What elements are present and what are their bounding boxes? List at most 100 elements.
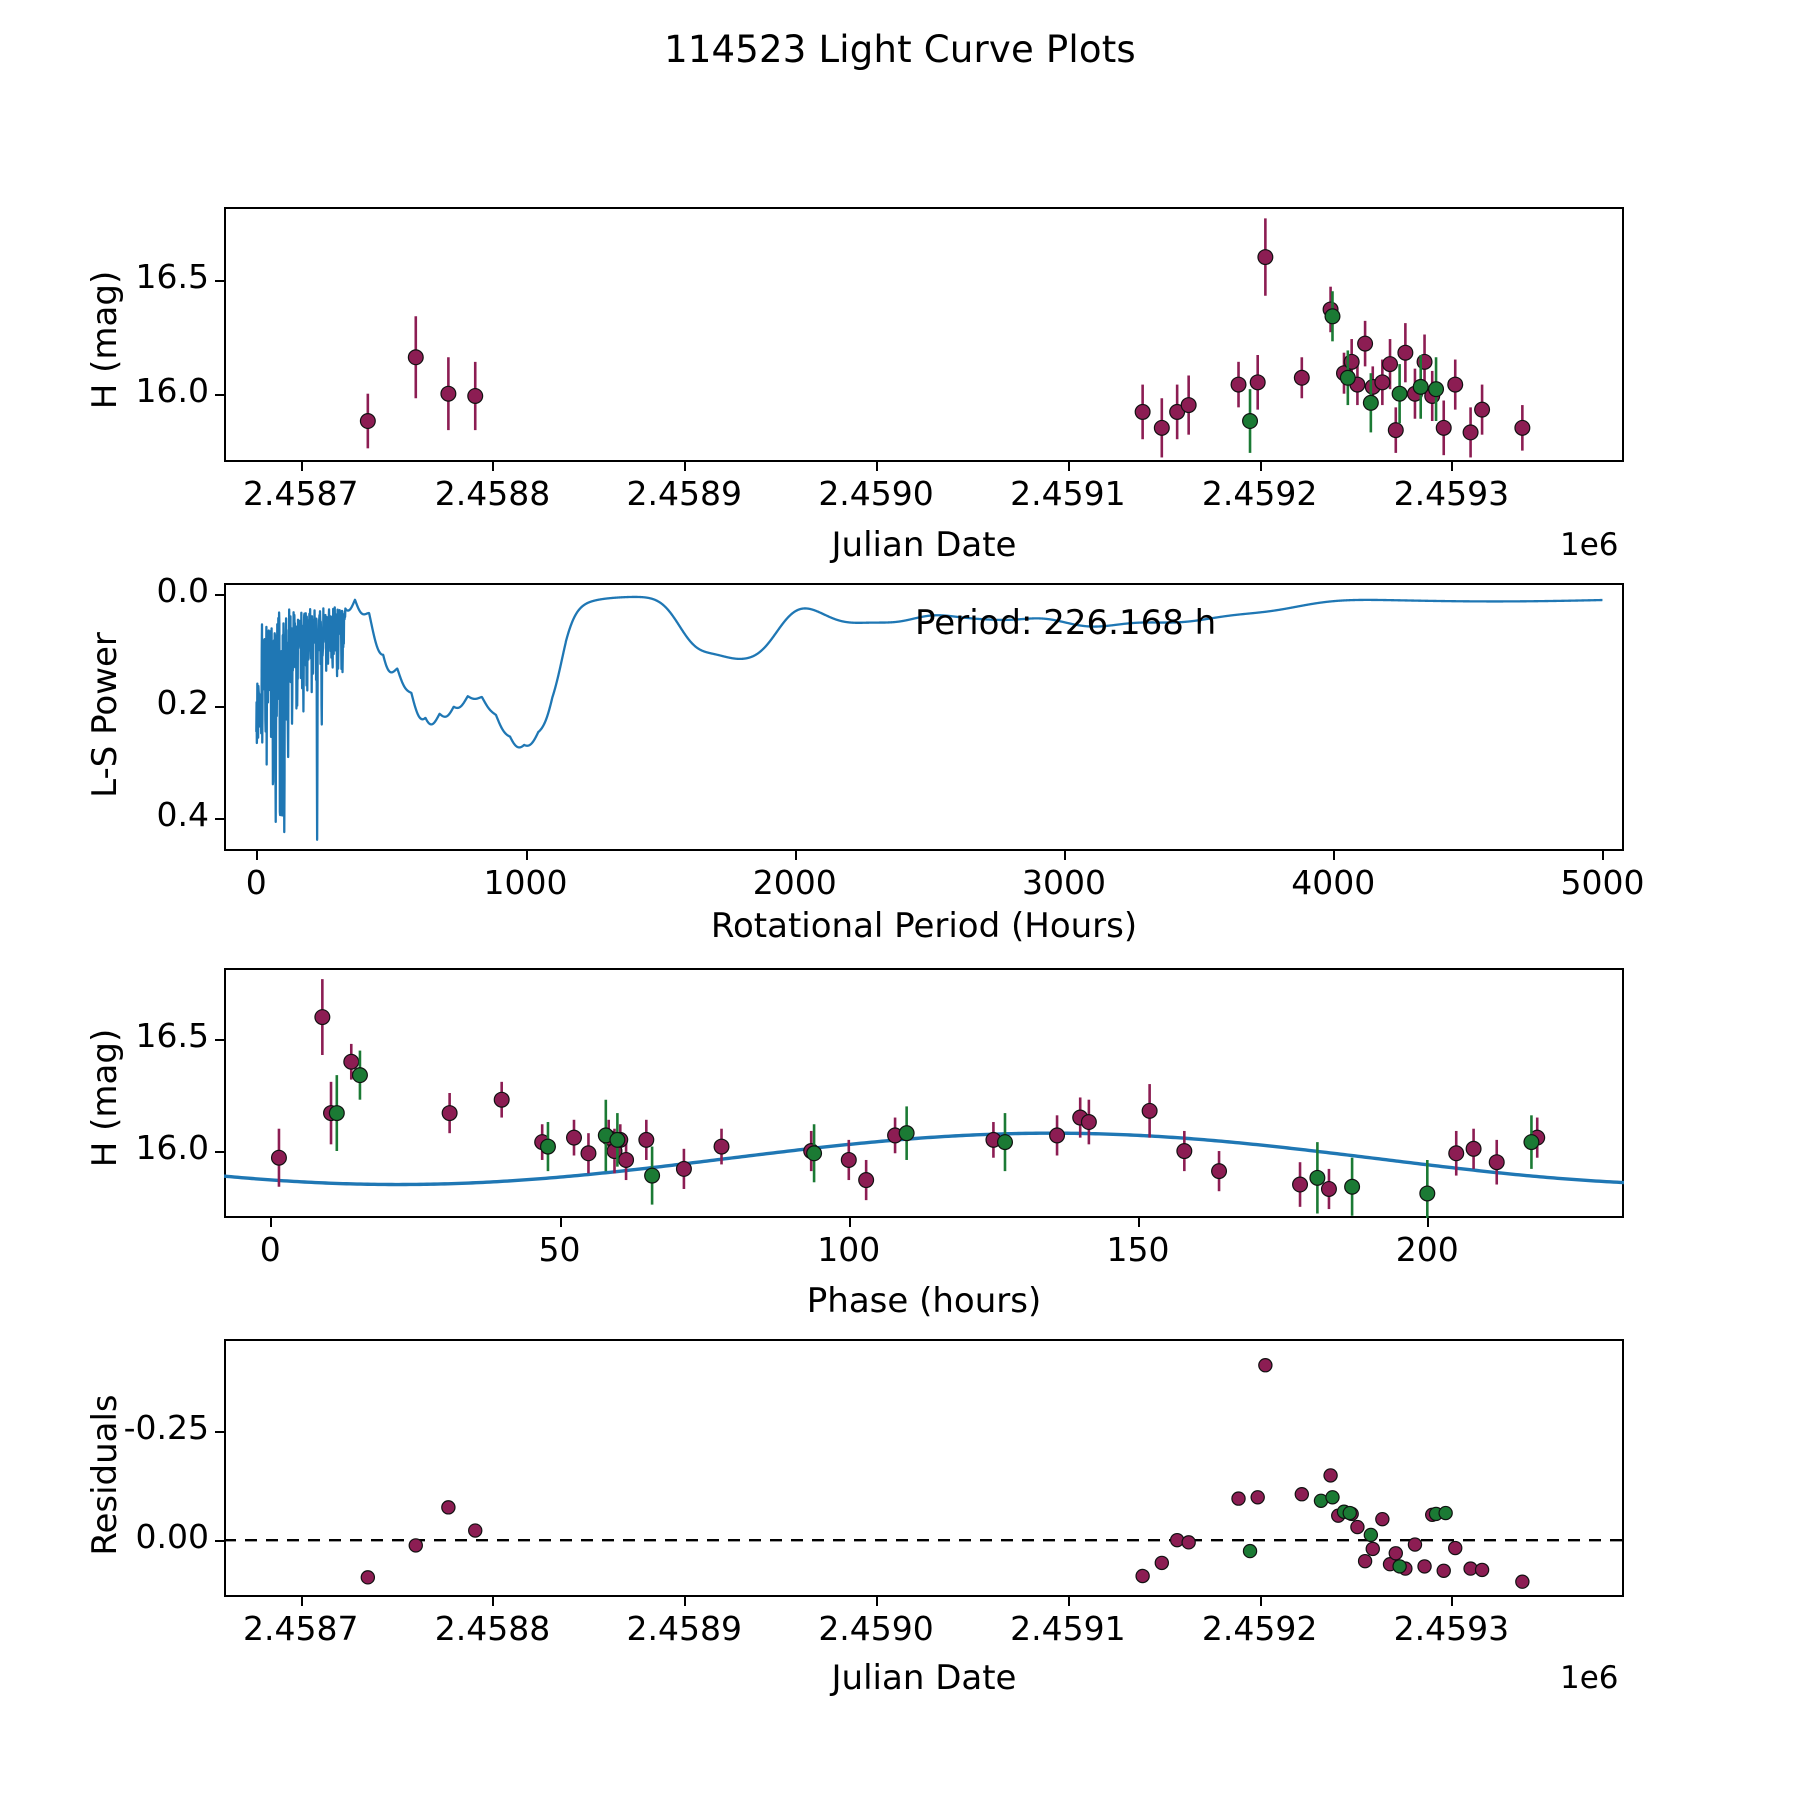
data-point [441,1105,458,1122]
data-point [1258,1358,1273,1373]
data-point [1388,1546,1403,1561]
data-point [1448,1540,1463,1556]
p3-xtickmark [1138,1218,1141,1227]
data-point [1292,1176,1309,1193]
data-point [1438,1505,1453,1521]
data-point [1428,381,1445,398]
p4-xtickmark [1067,1597,1070,1606]
data-point [1242,413,1259,430]
data-point [1387,422,1404,439]
p2-xtick: 4000 [1291,863,1376,902]
panel1-plot-area [359,218,1531,458]
data-point [1309,1169,1326,1186]
data-point [1447,376,1464,393]
panel-raw-light-curve [224,207,1624,462]
panel-phase-folded [224,968,1624,1218]
data-point [1391,385,1408,402]
data-point [1350,1519,1365,1535]
p4-xtickmark [1259,1597,1262,1606]
panel4-plot-area [224,1358,1624,1589]
data-point [1154,1555,1170,1571]
data-point [1488,1154,1505,1171]
p1-xtickmark [1067,462,1070,471]
panel-residuals [224,1339,1624,1597]
p1-ytickmark [215,393,224,396]
data-point [1515,1574,1530,1589]
data-point [1141,1102,1158,1119]
p4-xtick: 2.4588 [434,1609,551,1648]
data-point [1169,1532,1185,1548]
panel1-x-axis-label: Julian Date [831,525,1017,565]
panel1-x-offset-label: 1e6 [1560,527,1619,563]
p1-xtickmark [1451,462,1454,471]
p4-xtick: 2.4591 [1010,1609,1126,1648]
data-point [675,1160,692,1177]
data-point [1363,1527,1379,1543]
data-point [351,1067,368,1084]
data-point [539,1138,556,1155]
p2-ytickmark [215,705,224,708]
period-annotation: Period: 226.168 h [915,603,1217,643]
data-point [1231,1491,1246,1506]
p1-ytick: 16.5 [135,256,209,296]
data-point [1211,1163,1228,1180]
p2-xtickmark [525,851,528,860]
data-point [566,1129,583,1146]
data-point [1357,335,1374,352]
data-point [1375,1511,1390,1527]
data-point [441,1500,456,1515]
data-point [1181,1535,1196,1550]
data-point [1325,1490,1340,1505]
p2-xtickmark [794,851,797,860]
p4-xtickmark [300,1597,303,1606]
panel2-x-axis-label: Rotational Period (Hours) [710,906,1138,946]
p1-xtickmark [492,462,495,471]
data-point [1342,1505,1357,1521]
p4-xtick: 2.4587 [242,1609,359,1648]
data-point [1134,403,1151,420]
data-point [1339,369,1356,386]
data-point [1407,1537,1423,1552]
data-point [1357,1553,1373,1569]
panel2-frame [224,583,1624,851]
data-point [407,349,424,366]
p1-xtickmark [300,462,303,471]
p2-xtickmark [1333,851,1336,860]
data-point [1324,308,1341,325]
data-point [1374,374,1391,391]
data-point [638,1131,655,1148]
data-point [1153,419,1170,436]
data-point [1362,394,1379,411]
data-point [1412,378,1429,395]
panel2-plot-area [255,595,1604,841]
data-point [1323,1468,1338,1483]
data-point [493,1091,510,1108]
p4-xtickmark [684,1597,687,1606]
data-point [359,413,376,430]
p1-xtick: 2.4588 [434,474,551,513]
panel3-plot-area [224,979,1624,1218]
data-point [468,1523,483,1538]
data-point [1249,374,1266,391]
data-point [1397,344,1414,361]
p1-xtick: 2.4593 [1393,474,1510,513]
p4-ytickmark [215,1540,224,1543]
data-point [1465,1140,1482,1157]
p3-xtick: 50 [538,1230,581,1269]
data-point [1242,1543,1258,1559]
data-point [1180,397,1197,414]
data-point [467,387,484,404]
p4-xtick: 2.4592 [1201,1609,1318,1648]
data-point [1365,1541,1380,1557]
p3-ytickmark [215,1151,224,1154]
p3-ytickmark [215,1039,224,1042]
data-point [618,1151,635,1168]
data-point [1523,1134,1540,1151]
p2-xtick: 5000 [1560,863,1645,902]
data-point [314,1009,331,1026]
p4-ytick: 0.00 [135,1517,209,1557]
p4-xtickmark [1451,1597,1454,1606]
data-point [1250,1490,1265,1505]
data-point [1049,1127,1066,1144]
p3-xtick: 200 [1395,1230,1459,1269]
